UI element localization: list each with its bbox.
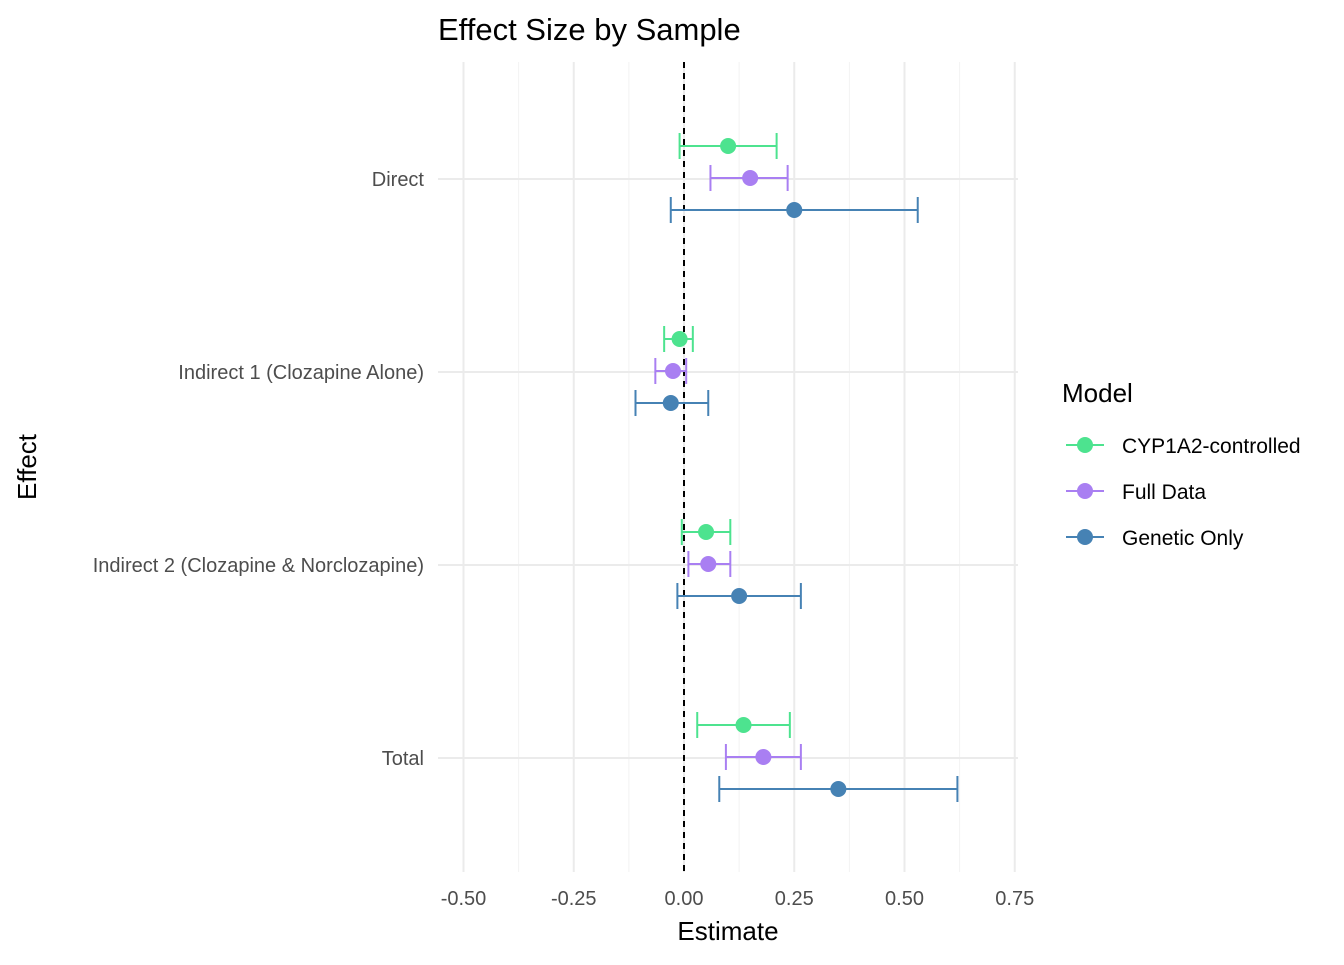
- estimate-point: [786, 202, 803, 218]
- legend-label: Genetic Only: [1122, 527, 1244, 550]
- estimate-point: [698, 524, 715, 540]
- x-tick-label: 0.00: [665, 888, 704, 910]
- estimate-point: [664, 363, 681, 379]
- x-tick-label: 0.25: [775, 888, 814, 910]
- x-tick-label: -0.50: [441, 888, 487, 910]
- x-tick-labels: -0.50 -0.25 0.00 0.25 0.50 0.75: [441, 888, 1035, 910]
- legend-key-point: [1077, 483, 1093, 499]
- y-tick-labels: Direct Indirect 1 (Clozapine Alone) Indire…: [93, 169, 425, 770]
- estimate-point: [671, 331, 688, 347]
- legend: Model CYP1A2-controlled Full Data Genetic …: [1062, 378, 1301, 550]
- chart-title: Effect Size by Sample: [438, 12, 741, 47]
- y-tick-label: Direct: [372, 169, 425, 191]
- x-tick-label: 0.75: [995, 888, 1034, 910]
- estimate-point: [742, 170, 759, 186]
- grid-layer: [438, 62, 1018, 872]
- legend-key-point: [1077, 437, 1093, 453]
- estimate-point: [700, 556, 717, 572]
- x-axis-title: Estimate: [677, 916, 778, 946]
- series-layer: [634, 133, 959, 802]
- estimate-point: [735, 717, 752, 733]
- legend-title: Model: [1062, 378, 1133, 408]
- y-tick-label: Indirect 1 (Clozapine Alone): [178, 362, 424, 384]
- legend-item: Genetic Only: [1066, 527, 1244, 550]
- legend-label: Full Data: [1122, 481, 1206, 504]
- y-tick-label: Total: [382, 748, 424, 770]
- estimate-point: [830, 781, 847, 797]
- x-tick-label: -0.25: [551, 888, 597, 910]
- y-tick-label: Indirect 2 (Clozapine & Norclozapine): [93, 555, 424, 577]
- estimate-point: [755, 749, 772, 765]
- series-cyp1a2-controlled: [663, 133, 791, 738]
- legend-label: CYP1A2-controlled: [1122, 435, 1301, 458]
- legend-key-point: [1077, 529, 1093, 545]
- estimate-point: [731, 588, 748, 604]
- legend-item: CYP1A2-controlled: [1066, 435, 1301, 458]
- y-axis-title: Effect: [12, 433, 42, 500]
- x-tick-label: 0.50: [885, 888, 924, 910]
- estimate-point: [662, 395, 679, 411]
- series-genetic-only: [634, 197, 959, 802]
- legend-item: Full Data: [1066, 481, 1206, 504]
- legend-items: CYP1A2-controlled Full Data Genetic Only: [1066, 435, 1301, 550]
- estimate-point: [720, 138, 737, 154]
- series-full-data: [654, 165, 802, 770]
